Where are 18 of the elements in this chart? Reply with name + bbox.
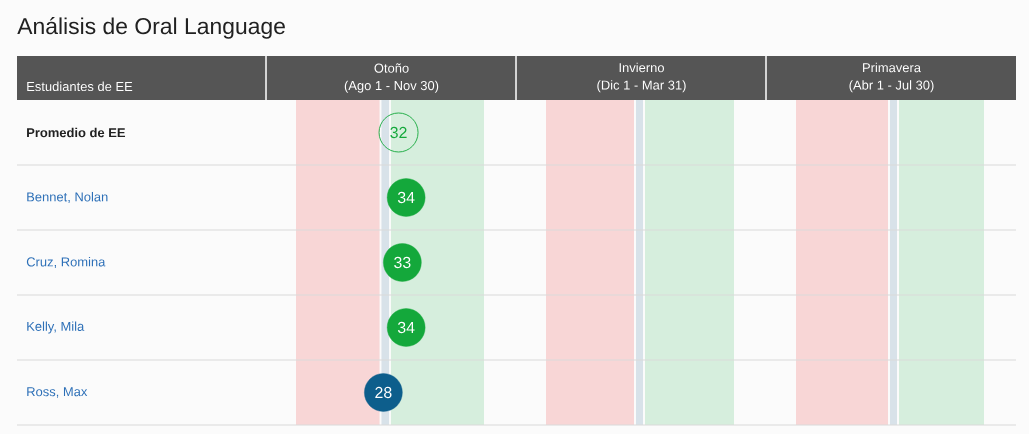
text: Primavera	[863, 62, 921, 73]
y-axis-title: Estudiantes de EE	[27, 81, 133, 92]
y-tick-label: Ross, Max	[27, 387, 88, 398]
text: (Dic 1 - Mar 31)	[597, 80, 686, 93]
text: Invierno	[619, 62, 664, 73]
text: (Abr 1 - Jul 30)	[849, 80, 934, 93]
y-tick-label: Bennet, Nolan	[27, 191, 108, 204]
y-tick-label: Cruz, Romina	[26, 256, 106, 269]
data-label: 34	[397, 191, 415, 204]
data-label: 34	[397, 321, 415, 334]
text: Análisis de Oral Language	[17, 17, 285, 39]
y-tick-label: Kelly, Mila	[27, 321, 85, 334]
data-label: 32	[390, 126, 407, 139]
data-label: 28	[375, 386, 392, 399]
data-label: 33	[394, 256, 411, 269]
chart-title: Otoño	[374, 63, 409, 73]
y-tick-label: Promedio de EE	[27, 127, 126, 138]
chart-subtitle: (Ago 1 - Nov 30)	[344, 80, 439, 93]
